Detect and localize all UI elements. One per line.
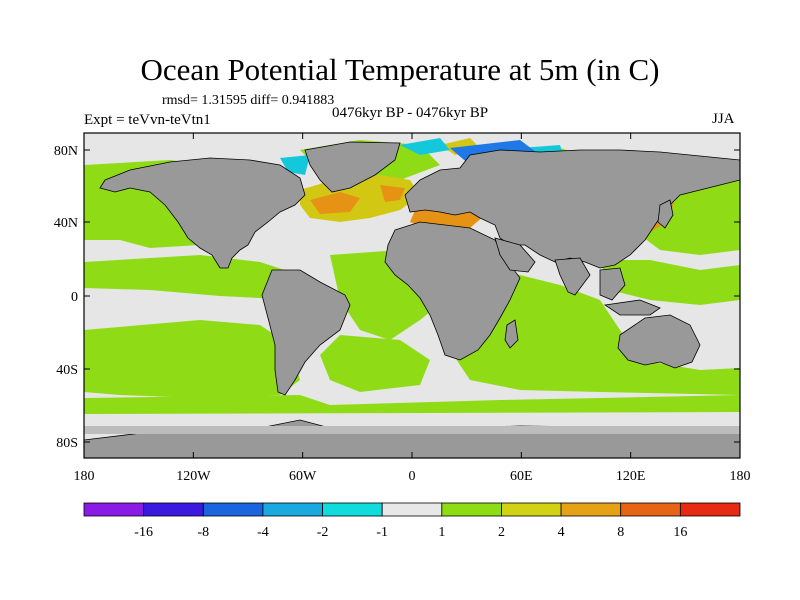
lon-tick-label: 120W xyxy=(176,469,211,484)
colorbar-swatch xyxy=(560,502,622,517)
colorbar-swatch xyxy=(143,502,204,517)
latitude-axis: 80N 40N 0 40S 80S xyxy=(54,144,740,451)
lat-tick-label: 0 xyxy=(71,290,78,305)
antarctic-shelf xyxy=(84,426,740,434)
colorbar-label: 1 xyxy=(438,525,445,540)
colorbar-swatch xyxy=(381,502,443,517)
colorbar: -16 -8 -4 -2 -1 1 2 4 8 16 xyxy=(83,502,741,540)
map-plot-area xyxy=(84,133,740,458)
land-north-america xyxy=(99,157,306,269)
stats-label: rmsd= 1.31595 diff= 0.941883 xyxy=(162,93,335,108)
colorbar-label: -16 xyxy=(134,525,153,540)
colorbar-swatch xyxy=(262,502,323,517)
lat-tick-label: 40N xyxy=(54,216,78,231)
land-madagascar xyxy=(504,319,519,349)
lat-tick-label: 40S xyxy=(56,363,78,378)
lon-tick-label: 120E xyxy=(616,469,646,484)
colorbar-label: -8 xyxy=(197,525,209,540)
colorbar-label: 8 xyxy=(617,525,624,540)
colorbar-label: 4 xyxy=(558,525,565,540)
experiment-label: Expt = teVvn-teVtn1 xyxy=(84,112,211,128)
colorbar-label: 2 xyxy=(498,525,505,540)
colorbar-swatch xyxy=(620,502,681,517)
lon-tick-label: 180 xyxy=(730,469,751,484)
land-south-america xyxy=(261,269,351,396)
colorbar-swatch xyxy=(202,502,264,517)
land-japan xyxy=(657,199,674,229)
lon-tick-label: 0 xyxy=(409,469,416,484)
lon-tick-label: 60E xyxy=(510,469,533,484)
land-australia xyxy=(617,314,701,369)
land-arabia xyxy=(494,237,536,273)
land-africa xyxy=(384,221,521,361)
colorbar-swatch xyxy=(83,502,145,517)
land-india xyxy=(554,257,591,296)
colorbar-swatch xyxy=(322,502,383,517)
lon-tick-label: 60W xyxy=(289,469,317,484)
land-greenland xyxy=(304,141,401,193)
land-se-asia xyxy=(599,267,626,301)
lon-tick-label: 180 xyxy=(74,469,95,484)
season-label: JJA xyxy=(712,111,735,127)
longitude-axis: 180 120W 60W 0 60E 120E 180 xyxy=(74,133,751,484)
land-eurasia xyxy=(404,149,740,269)
colorbar-label: 16 xyxy=(673,525,687,540)
colorbar-swatch xyxy=(441,502,502,517)
colorbar-swatch xyxy=(679,502,741,517)
lat-tick-label: 80N xyxy=(54,144,78,159)
map-title: Ocean Potential Temperature at 5m (in C) xyxy=(140,52,660,87)
colorbar-swatch xyxy=(501,502,562,517)
lat-tick-label: 80S xyxy=(56,436,78,451)
colorbar-label: -4 xyxy=(257,525,269,540)
period-label: 0476kyr BP - 0476kyr BP xyxy=(331,105,489,121)
colorbar-label: -2 xyxy=(317,525,329,540)
colorbar-label: -1 xyxy=(376,525,388,540)
